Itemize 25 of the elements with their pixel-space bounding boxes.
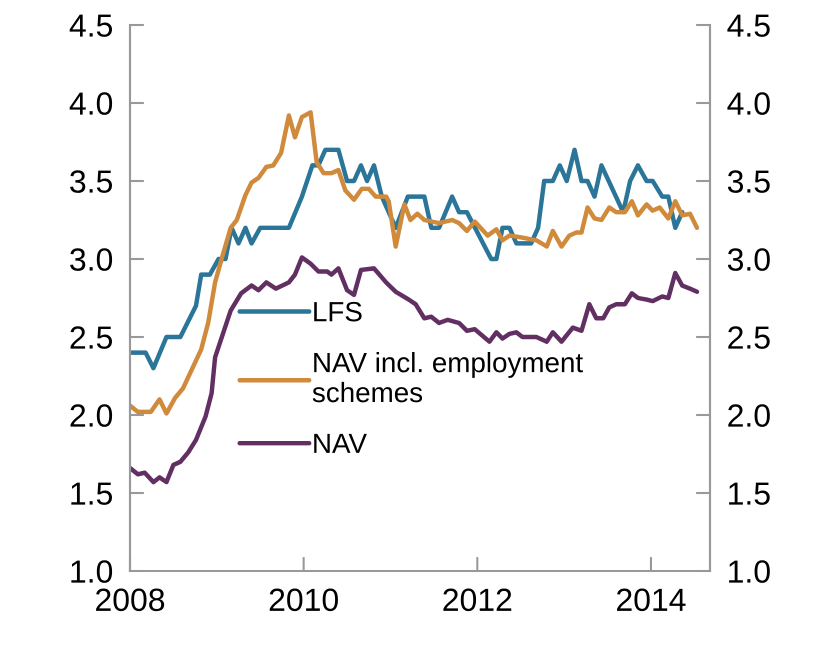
x-tick-label: 2008 [96, 588, 164, 612]
y2-tick-label: 2.5 [728, 326, 770, 349]
x-tick-label: 2010 [270, 588, 338, 612]
line-series [130, 110, 700, 416]
y-tick-label: 2.0 [70, 404, 112, 427]
line-series [130, 255, 700, 484]
x-tick-label: 2012 [443, 588, 512, 612]
y-tick-label: 3.0 [70, 248, 112, 271]
legend-label: NAV incl. employment schemes [312, 352, 583, 402]
y-tick-label: 1.5 [71, 482, 112, 505]
y-tick-label: 3.5 [70, 170, 112, 193]
y2-tick-label: 2.0 [728, 404, 770, 427]
y-tick-label: 2.5 [70, 326, 112, 349]
y2-tick-label: 3.5 [728, 170, 770, 193]
y-tick-label: 4.5 [70, 14, 112, 37]
y2-tick-label: 1.0 [729, 560, 770, 583]
y-tick-label: 4.0 [70, 92, 112, 115]
y-tick-label: 1.0 [71, 560, 112, 583]
y2-tick-label: 4.0 [727, 92, 770, 115]
legend-label: NAV [314, 434, 367, 453]
legend-label: LFS [314, 302, 362, 322]
y2-tick-label: 1.5 [729, 482, 770, 505]
x-tick-label: 2014 [617, 588, 686, 612]
y2-tick-label: 3.0 [728, 248, 770, 271]
y2-tick-label: 4.5 [727, 14, 770, 37]
